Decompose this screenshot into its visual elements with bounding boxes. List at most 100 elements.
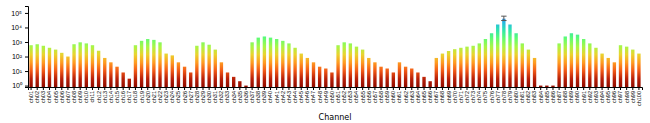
tick-label: ch31 — [212, 91, 218, 103]
tick-label: ch19 — [139, 91, 145, 103]
error-bar — [501, 16, 506, 20]
x-tick: ch05 — [53, 87, 59, 103]
tick-mark — [620, 87, 621, 90]
tick-label: ch77 — [495, 91, 501, 103]
x-tick: ch27 — [188, 87, 194, 103]
tick-mark — [399, 87, 400, 90]
x-tick: ch14 — [108, 87, 114, 103]
tick-label: ch96 — [611, 91, 617, 103]
tick-label: ch61 — [396, 91, 402, 103]
tick-label: ch07 — [65, 91, 71, 103]
tick-mark — [331, 87, 332, 90]
tick-label: ch12 — [96, 91, 102, 103]
tick-mark — [491, 87, 492, 90]
tick-mark — [141, 87, 142, 90]
tick-mark — [595, 87, 596, 90]
bar — [502, 19, 505, 87]
bar — [146, 39, 149, 87]
bar — [453, 49, 456, 87]
tick-label: ch50 — [329, 91, 335, 103]
tick-mark — [37, 87, 38, 90]
tick-mark — [227, 87, 228, 90]
tick-mark — [381, 87, 382, 90]
tick-label: ch21 — [151, 91, 157, 103]
bar — [361, 50, 364, 87]
bar — [318, 67, 321, 87]
plot: 10⁰10¹10²10³10⁴10⁵ch01ch02ch03ch04ch05ch… — [11, 7, 642, 107]
tick-label: ch29 — [200, 91, 206, 103]
tick-label: ch34 — [231, 91, 237, 103]
tick-label: ch75 — [482, 91, 488, 103]
x-tick: ch41 — [274, 87, 280, 103]
bar — [300, 54, 303, 87]
x-axis-title: Channel — [319, 113, 352, 122]
tick-mark — [313, 87, 314, 90]
bar — [103, 58, 106, 87]
x-tick: ch60 — [390, 87, 396, 103]
x-tick: ch61 — [396, 87, 402, 103]
x-tick: ch47 — [310, 87, 316, 103]
bar — [367, 58, 370, 87]
tick-label: ch49 — [323, 91, 329, 103]
x-tick: ch94 — [599, 87, 605, 103]
tick-label: ch99 — [630, 91, 636, 103]
tick-label: ch78 — [501, 91, 507, 103]
tick-mark — [417, 87, 418, 90]
x-tick: ch51 — [335, 87, 341, 103]
bar — [373, 62, 376, 87]
bar — [631, 50, 634, 87]
tick-mark — [25, 57, 28, 58]
tick-mark — [67, 87, 68, 90]
tick-label: ch82 — [525, 91, 531, 103]
tick-mark — [436, 87, 437, 90]
tick-mark — [473, 87, 474, 90]
x-tick: ch01 — [28, 87, 34, 103]
x-tick: ch76 — [488, 87, 494, 103]
bar — [158, 42, 161, 87]
bar — [29, 45, 32, 87]
bar — [416, 72, 419, 87]
tick-label: ch37 — [249, 91, 255, 103]
x-tick: ch13 — [102, 87, 108, 103]
tick-mark — [497, 87, 498, 90]
tick-label: ch81 — [519, 91, 525, 103]
tick-label: ch95 — [605, 91, 611, 103]
tick-mark — [178, 87, 179, 90]
bar — [386, 69, 389, 87]
bar — [459, 48, 462, 87]
tick-label: ch65 — [421, 91, 427, 103]
tick-mark — [215, 87, 216, 90]
tick-mark — [638, 87, 639, 90]
tick-mark — [479, 87, 480, 90]
tick-label: ch40 — [267, 91, 273, 103]
tick-mark — [368, 87, 369, 90]
x-tick: ch70 — [452, 87, 458, 103]
bar — [306, 58, 309, 87]
x-tick: ch63 — [409, 87, 415, 103]
tick-mark — [276, 87, 277, 90]
x-tick: ch23 — [163, 87, 169, 103]
x-tick: ch90 — [574, 87, 580, 103]
chart: 10⁰10¹10²10³10⁴10⁵ch01ch02ch03ch04ch05ch… — [0, 0, 650, 123]
error-bar-cap — [501, 20, 506, 21]
bar — [435, 58, 438, 87]
tick-mark — [166, 87, 167, 90]
tick-label: ch55 — [360, 91, 366, 103]
bar — [588, 43, 591, 87]
bar — [428, 81, 431, 87]
tick-label: ch79 — [507, 91, 513, 103]
x-tick: ch69 — [446, 87, 452, 103]
bar — [232, 77, 235, 87]
tick-label: ch59 — [384, 91, 390, 103]
tick-label: ch10 — [83, 91, 89, 103]
bar — [625, 47, 628, 87]
tick-label: ch26 — [181, 91, 187, 103]
tick-mark — [522, 87, 523, 90]
tick-mark — [245, 87, 246, 90]
tick-label: 10⁰ — [12, 82, 23, 89]
tick-mark — [344, 87, 345, 90]
tick-label: ch27 — [188, 91, 194, 103]
tick-label: ch70 — [452, 91, 458, 103]
bar — [324, 69, 327, 87]
tick-mark — [190, 87, 191, 90]
